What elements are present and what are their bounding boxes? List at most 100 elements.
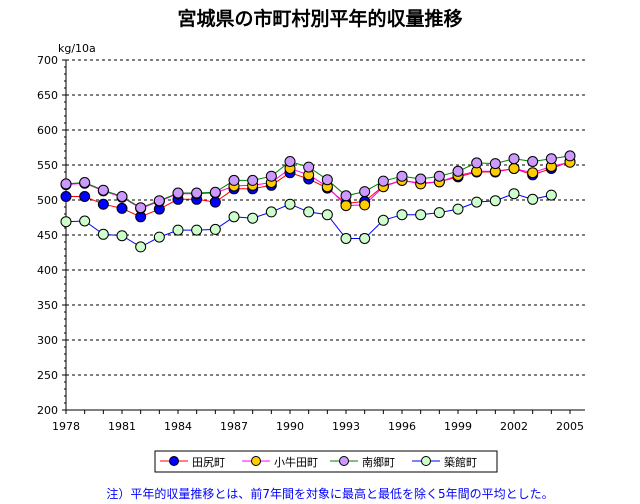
series-line [65,155,571,209]
data-point [508,163,520,174]
y-tick-label: 550 [37,159,58,172]
data-point [116,230,128,242]
data-point [135,202,147,214]
x-tick-label: 1981 [108,420,136,433]
data-point [172,187,184,199]
data-point [340,233,352,244]
x-tick-label: 1999 [444,420,472,433]
data-point [209,186,221,198]
data-point [396,170,408,182]
data-point [60,191,72,202]
data-point [527,156,539,167]
footnote: 注）平年的収量推移とは、前7年間を対象に最高と最低を除く5年間の平均とした。 [106,487,554,501]
data-point [489,158,501,170]
y-tick-label: 350 [37,299,58,312]
data-point [97,228,109,240]
series-line [66,161,571,218]
legend [154,450,498,473]
series-line [65,161,571,209]
data-point [321,209,333,221]
y-tick-label: 650 [37,89,58,102]
data-point [377,214,389,226]
legend-marker [421,456,431,466]
x-tick-label: 2002 [500,420,528,433]
data-point [415,209,427,221]
x-tick-label: 2005 [556,420,584,433]
data-point [153,195,165,207]
data-point [527,193,539,205]
legend-label: 築館町 [444,455,477,469]
data-point [97,184,109,196]
x-tick-label: 1987 [220,420,248,433]
data-point [527,167,539,179]
data-point [489,195,501,207]
data-point [97,198,109,210]
data-point [433,207,445,219]
x-tick-label: 1996 [388,420,416,433]
legend-marker [251,456,261,466]
y-tick-label: 200 [37,404,58,417]
data-point [471,157,483,169]
data-point [452,165,464,177]
data-point [303,161,315,173]
data-point [116,191,128,202]
data-point [228,174,240,186]
legend-marker [169,456,179,466]
data-point [545,153,557,165]
data-point [79,191,91,202]
data-point [79,215,91,227]
data-point [303,206,315,218]
data-point [247,212,259,224]
data-point [60,178,72,190]
legend-label: 南郷町 [362,455,395,469]
data-point [228,211,240,223]
data-point [209,223,221,235]
data-point [433,170,445,182]
data-point [508,153,520,165]
data-point [415,173,427,185]
data-point [60,216,72,228]
y-tick-label: 600 [37,124,58,137]
chart-title: 宮城県の市町村別平年的収量推移 [177,8,463,30]
data-point [191,224,203,236]
data-point [321,174,333,186]
data-point [265,206,277,218]
y-tick-label: 250 [37,369,58,382]
data-point [284,156,296,167]
legend-label: 小牛田町 [274,455,318,469]
y-tick-label: 450 [37,229,58,242]
data-point [359,199,371,211]
data-point [191,187,203,199]
y-tick-label: 500 [37,194,58,207]
x-tick-label: 1990 [276,420,304,433]
data-point [396,209,408,221]
data-point [377,175,389,187]
data-point [116,202,128,214]
data-point [359,233,371,244]
data-point [153,231,165,243]
data-point [508,188,520,200]
data-point [172,224,184,236]
data-point [340,200,352,212]
legend-label: 田尻町 [192,456,225,469]
x-tick-label: 1984 [164,420,192,433]
y-tick-label: 400 [37,264,58,277]
y-tick-label: 300 [37,334,58,347]
data-point [79,177,91,188]
data-point [265,170,277,182]
legend-marker [339,456,349,466]
data-point [452,203,464,215]
data-point [471,196,483,208]
x-tick-label: 1993 [332,420,360,433]
data-point [359,186,371,198]
data-point [284,198,296,210]
data-point [135,241,147,253]
data-point [564,150,576,162]
y-axis-label: kg/10a [58,42,96,55]
data-point [247,174,259,186]
x-tick-label: 1978 [52,420,80,433]
y-tick-label: 700 [37,54,58,67]
data-point [545,189,557,201]
data-point [340,190,352,202]
